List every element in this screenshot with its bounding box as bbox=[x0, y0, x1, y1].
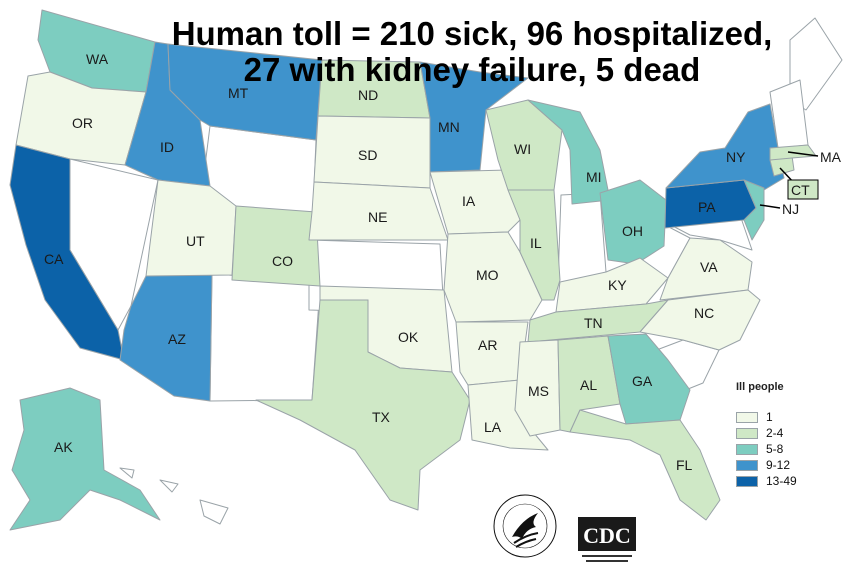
leader-nj bbox=[759, 204, 781, 209]
label-sd: SD bbox=[358, 147, 377, 163]
label-ms: MS bbox=[528, 383, 549, 399]
label-nd: ND bbox=[358, 87, 378, 103]
label-ga: GA bbox=[632, 373, 653, 389]
state-nc bbox=[639, 289, 761, 351]
label-mi: MI bbox=[586, 169, 602, 185]
legend-title: Ill people bbox=[736, 381, 784, 393]
legend-swatch-5-8 bbox=[736, 443, 758, 455]
state-nj bbox=[743, 179, 765, 241]
eagle-mark bbox=[512, 513, 538, 539]
state-mn bbox=[419, 61, 529, 173]
state-ia bbox=[429, 169, 521, 235]
headline-line-2: 27 with kidney failure, 5 dead bbox=[243, 51, 701, 88]
label-ny: NY bbox=[726, 149, 746, 165]
state-ny bbox=[665, 103, 785, 191]
label-wa: WA bbox=[86, 51, 109, 67]
ct-label-box bbox=[787, 179, 819, 200]
label-nj: NJ bbox=[782, 201, 799, 217]
label-tn: TN bbox=[584, 315, 603, 331]
label-al: AL bbox=[580, 377, 597, 393]
legend-label-9-12: 9-12 bbox=[766, 458, 791, 472]
state-nm bbox=[209, 272, 321, 402]
label-fl: FL bbox=[676, 457, 693, 473]
state-mi bbox=[527, 99, 611, 205]
label-co: CO bbox=[272, 253, 293, 269]
label-tx: TX bbox=[372, 409, 391, 425]
label-mn: MN bbox=[438, 119, 460, 135]
legend-row-13-49: 13-49 bbox=[736, 473, 836, 489]
label-id: ID bbox=[160, 139, 174, 155]
legend-swatch-9-12 bbox=[736, 459, 758, 471]
label-oh: OH bbox=[622, 223, 643, 239]
label-ar: AR bbox=[478, 337, 497, 353]
legend-row-5-8: 5-8 bbox=[736, 441, 836, 457]
legend-label-13-49: 13-49 bbox=[766, 474, 797, 488]
legend-swatch-1 bbox=[736, 411, 758, 423]
label-la: LA bbox=[484, 419, 502, 435]
label-ok: OK bbox=[398, 329, 419, 345]
state-ca bbox=[9, 144, 125, 361]
state-oh bbox=[599, 179, 667, 265]
legend-swatch-13-49 bbox=[736, 475, 758, 487]
label-mt: MT bbox=[228, 85, 249, 101]
label-nc: NC bbox=[694, 305, 714, 321]
state-tx bbox=[255, 299, 471, 511]
legend-label-2-4: 2-4 bbox=[766, 426, 784, 440]
legend-row-1: 1 bbox=[736, 409, 836, 425]
label-ia: IA bbox=[462, 193, 476, 209]
label-ct: CT bbox=[791, 182, 810, 198]
label-az: AZ bbox=[168, 331, 186, 347]
state-ms bbox=[514, 339, 561, 437]
leader-ma bbox=[787, 151, 819, 157]
map-legend: Ill people 1 2-4 5-8 9-12 13-49 bbox=[736, 381, 836, 489]
headline-line-1: Human toll = 210 sick, 96 hospitalized, bbox=[171, 15, 773, 52]
label-ne: NE bbox=[368, 209, 387, 225]
state-co bbox=[231, 205, 321, 287]
label-il: IL bbox=[530, 235, 542, 251]
state-va bbox=[659, 237, 753, 301]
state-mo bbox=[443, 231, 543, 323]
label-va: VA bbox=[700, 259, 718, 275]
legend-row-9-12: 9-12 bbox=[736, 457, 836, 473]
state-hi bbox=[119, 467, 229, 525]
label-pa: PA bbox=[698, 199, 716, 215]
label-ak: AK bbox=[54, 439, 73, 455]
hhs-logo bbox=[493, 494, 557, 558]
label-ca: CA bbox=[44, 251, 64, 267]
legend-row-2-4: 2-4 bbox=[736, 425, 836, 441]
label-ky: KY bbox=[608, 277, 627, 293]
state-ga bbox=[607, 333, 691, 425]
state-ak bbox=[9, 387, 161, 531]
legend-label-5-8: 5-8 bbox=[766, 442, 784, 456]
state-il bbox=[507, 189, 561, 301]
label-mo: MO bbox=[476, 267, 499, 283]
label-ma: MA bbox=[820, 149, 842, 165]
label-ut: UT bbox=[186, 233, 205, 249]
state-fl bbox=[569, 409, 721, 521]
cdc-logo-text: CDC bbox=[583, 523, 631, 548]
legend-swatch-2-4 bbox=[736, 427, 758, 439]
state-az bbox=[119, 272, 213, 402]
headline: Human toll = 210 sick, 96 hospitalized, … bbox=[122, 16, 822, 88]
label-or: OR bbox=[72, 115, 93, 131]
legend-label-1: 1 bbox=[766, 410, 773, 424]
shaded-states bbox=[9, 9, 817, 531]
state-ne bbox=[308, 181, 449, 241]
cdc-logo: CDC bbox=[578, 517, 636, 562]
state-labels: WA OR CA ID MT AZ UT CO ND SD NE OK TX M… bbox=[44, 51, 842, 473]
label-wi: WI bbox=[514, 141, 531, 157]
